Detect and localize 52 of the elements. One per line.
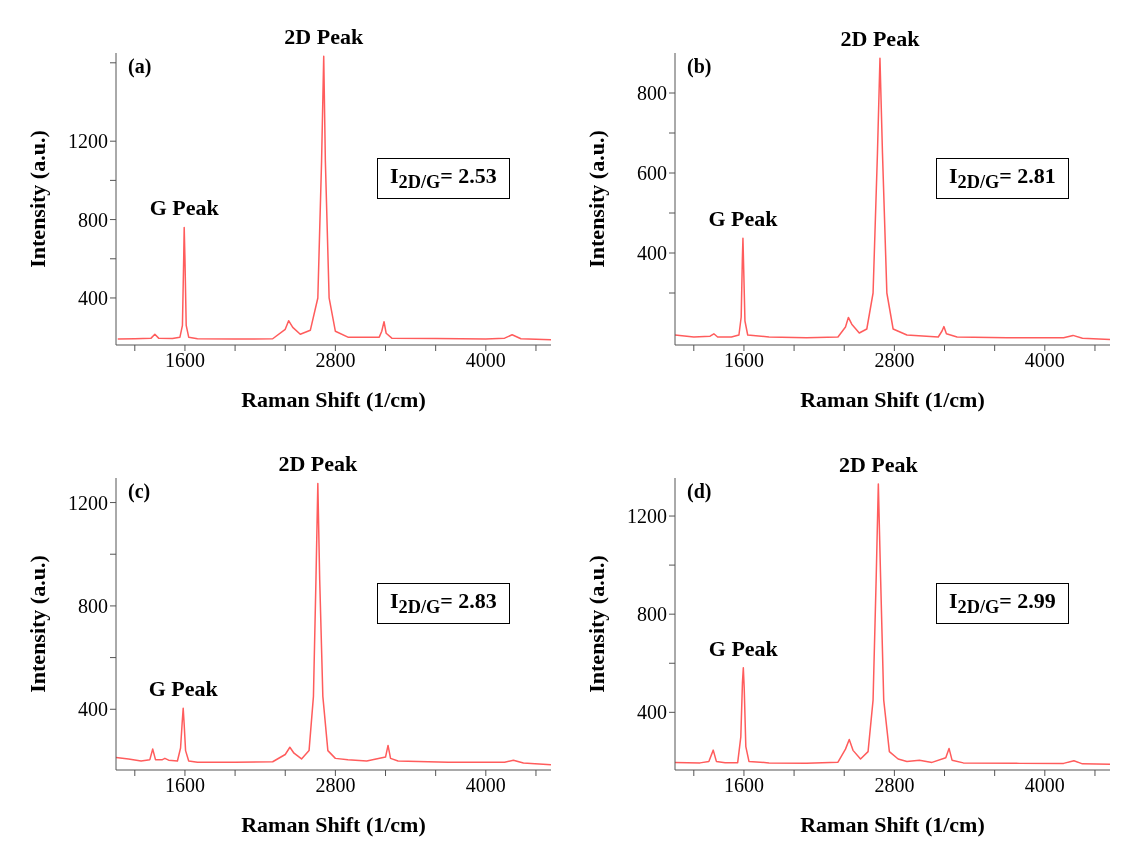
x-tick-label: 2800 <box>315 774 356 797</box>
y-axis-title: Intensity (a.u.) <box>25 555 51 693</box>
chart-title: (b) <box>687 55 712 78</box>
x-tick-label: 2800 <box>315 349 356 372</box>
y-axis-title: Intensity (a.u.) <box>584 555 610 693</box>
y-axis-title: Intensity (a.u.) <box>25 130 51 268</box>
x-tick-label: 4000 <box>1024 349 1065 372</box>
y-tick-label: 800 <box>637 82 667 105</box>
annotation: G Peak <box>708 635 778 662</box>
y-tick-label: 800 <box>78 595 108 618</box>
x-axis-title: Raman Shift (1/cm) <box>800 387 985 413</box>
line-series <box>675 483 1110 766</box>
line-series <box>675 57 1110 341</box>
chart-title: (c) <box>128 480 151 503</box>
y-axis-title: Intensity (a.u.) <box>584 130 610 268</box>
x-tick-label: 2800 <box>874 349 915 372</box>
y-tick-label: 1200 <box>627 505 667 528</box>
y-tick-label: 1200 <box>68 491 108 514</box>
x-axis-title: Raman Shift (1/cm) <box>241 812 426 838</box>
x-tick-label: 1600 <box>164 349 205 372</box>
x-axis-title: Raman Shift (1/cm) <box>800 812 985 838</box>
annotation: I$_{2D/G}$= 2.81 <box>936 158 1069 199</box>
annotation: I$_{2D/G}$= 2.53 <box>377 158 510 199</box>
chart-title: (a) <box>128 55 152 78</box>
y-tick-label: 600 <box>637 162 667 185</box>
x-tick-label: 1600 <box>164 774 205 797</box>
x-tick-label: 4000 <box>1024 774 1065 797</box>
x-tick-label: 2800 <box>874 774 915 797</box>
y-tick-label: 400 <box>637 701 667 724</box>
annotation: G Peak <box>149 195 219 222</box>
y-tick-label: 800 <box>78 208 108 231</box>
annotation: G Peak <box>708 206 778 233</box>
annotation: 2D Peak <box>278 451 358 478</box>
x-axis-title: Raman Shift (1/cm) <box>241 387 426 413</box>
line-series <box>117 55 551 341</box>
y-tick-label: 400 <box>637 242 667 265</box>
x-tick-label: 1600 <box>723 774 764 797</box>
y-tick-label: 800 <box>637 603 667 626</box>
x-tick-label: 4000 <box>465 349 506 372</box>
chart-title: (d) <box>687 480 712 503</box>
y-tick-label: 400 <box>78 698 108 721</box>
annotation: 2D Peak <box>840 26 920 53</box>
annotation: 2D Peak <box>838 451 918 478</box>
y-tick-label: 1200 <box>68 130 108 153</box>
annotation: G Peak <box>148 676 218 703</box>
x-tick-label: 1600 <box>723 349 764 372</box>
x-tick-label: 4000 <box>465 774 506 797</box>
annotation: I$_{2D/G}$= 2.83 <box>377 583 510 624</box>
line-series <box>116 482 551 766</box>
annotation: I$_{2D/G}$= 2.99 <box>936 583 1069 624</box>
y-tick-label: 400 <box>78 287 108 310</box>
annotation: 2D Peak <box>284 24 364 51</box>
